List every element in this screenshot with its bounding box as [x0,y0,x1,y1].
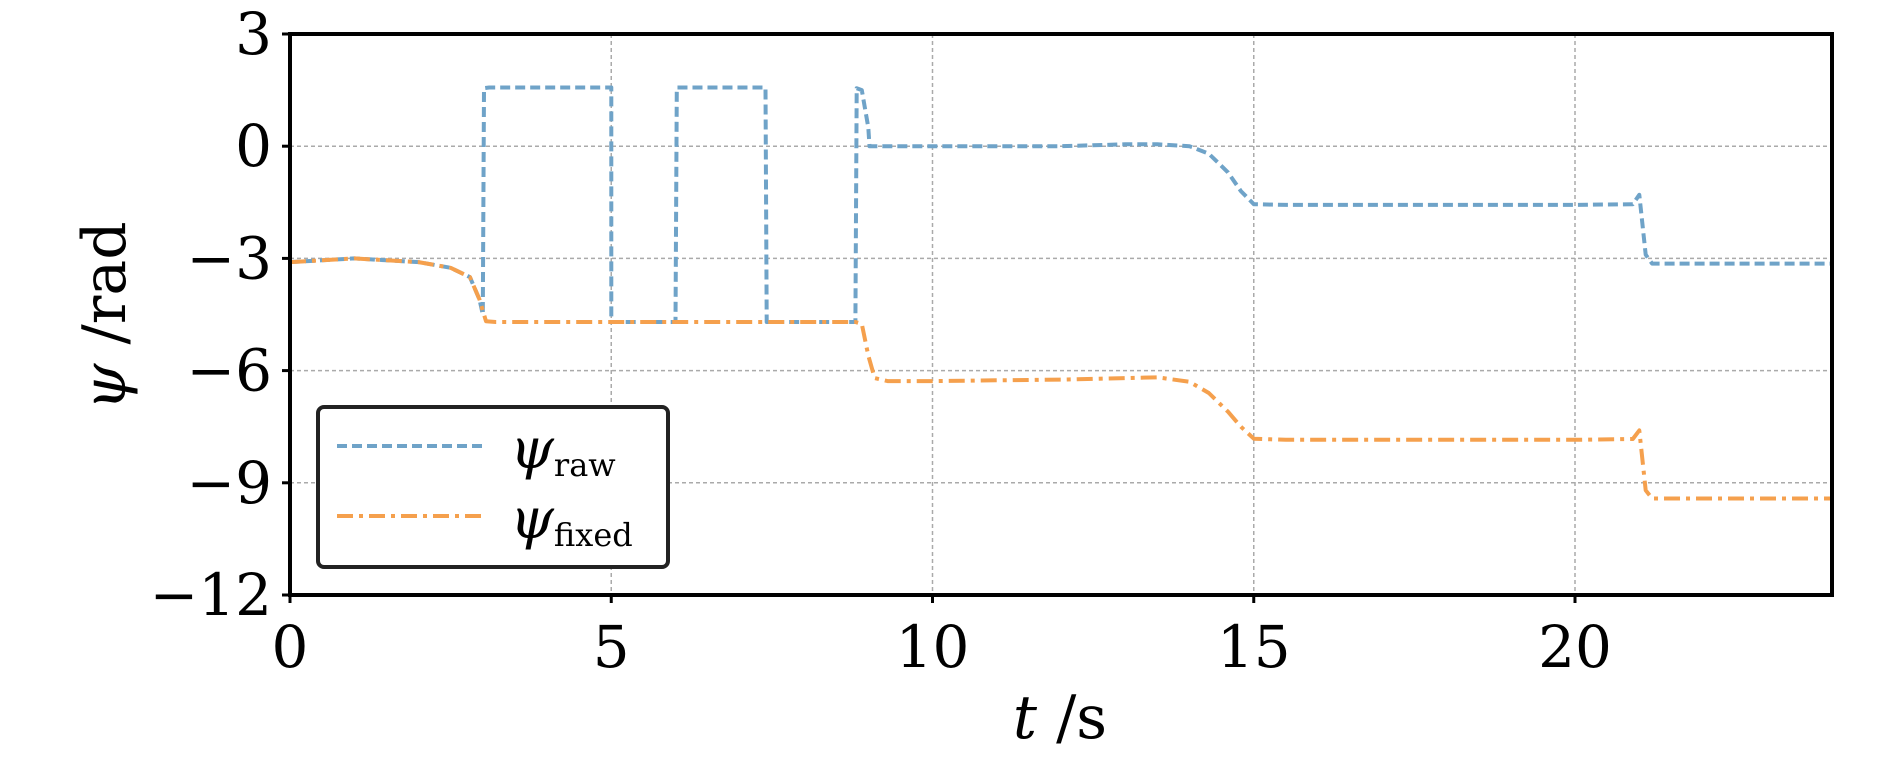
y-axis-symbol: ψ [70,363,140,411]
x-tick-label: 15 [1217,613,1291,681]
x-tick-label: 5 [593,613,630,681]
grid [290,34,1832,595]
y-tick-label: −3 [187,224,273,292]
y-axis-label: ψ /rad [70,221,140,410]
x-tick-label: 0 [272,613,309,681]
y-axis-unit: /rad [70,221,140,363]
y-tick-label: 0 [235,112,272,180]
legend-label-psi-raw: ψraw [510,417,616,484]
x-tick-label: 20 [1538,613,1612,681]
legend-label-psi-fixed: ψfixed [510,487,633,554]
x-axis-label: t /s [1013,683,1107,753]
series-layer [289,85,1832,501]
plot-frame [288,32,1834,597]
y-tick-label: 3 [235,0,272,68]
legend: ψraw ψfixed [316,405,670,569]
x-axis-unit: /s [1037,683,1107,753]
x-tick-label: 10 [896,613,970,681]
x-axis-symbol: t [1013,683,1038,753]
series-line-raw [289,85,1832,324]
y-tick-label: −6 [187,337,273,405]
ticks: 0 5 10 15 20 3 0 −3 −6 −9 −12 [150,0,1612,681]
y-tick-label: −9 [187,449,273,517]
series-line-fixed [289,256,1832,501]
y-tick-label: −12 [150,561,272,629]
